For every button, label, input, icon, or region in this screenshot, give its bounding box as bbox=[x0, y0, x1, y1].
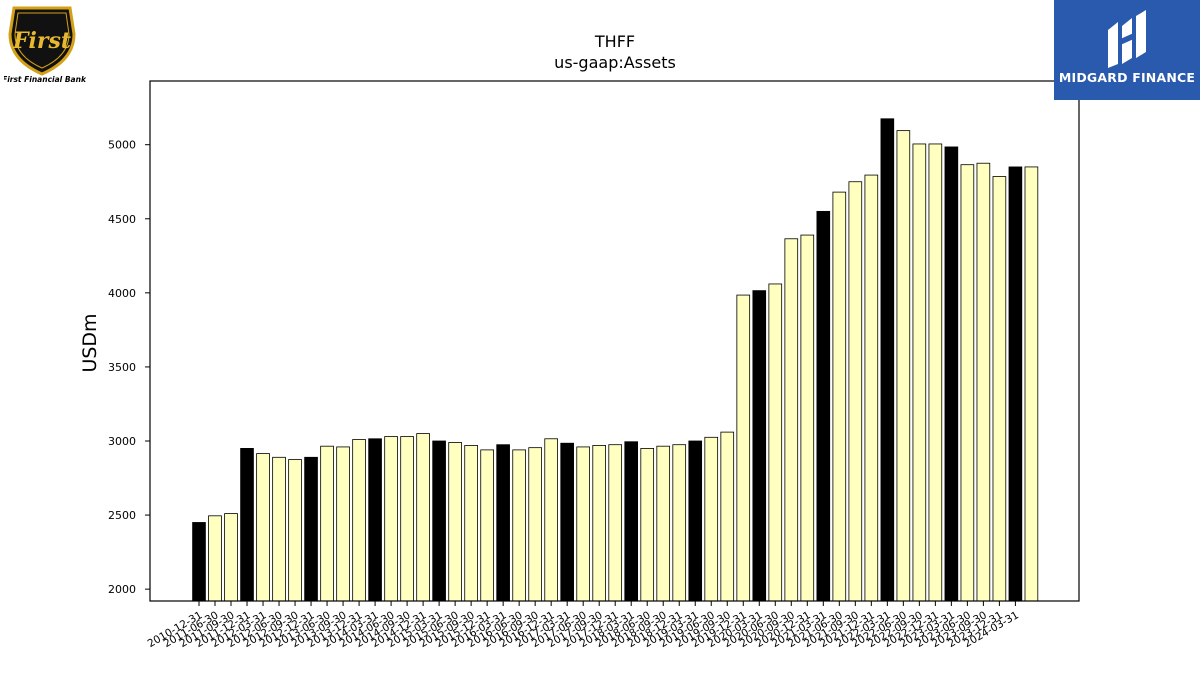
bar-2015-06-30 bbox=[448, 442, 462, 602]
y-tick-label: 5000 bbox=[108, 139, 136, 152]
bar-2014-12-31 bbox=[416, 433, 430, 602]
bar-2021-12-31 bbox=[864, 174, 879, 602]
bar-2022-06-30 bbox=[896, 130, 911, 602]
bar-2015-09-30 bbox=[464, 445, 478, 602]
y-tick-label: 4000 bbox=[108, 287, 136, 300]
plot-frame bbox=[149, 80, 1080, 602]
x-ticks-layer: 2010-12-312011-06-302011-09-302011-12-31… bbox=[146, 601, 1021, 650]
midgard-finance-logo: MIDGARD FINANCE bbox=[1054, 0, 1200, 100]
bar-2021-06-30 bbox=[832, 191, 847, 602]
bar-2011-12-31 bbox=[240, 448, 254, 602]
bar-2011-09-30 bbox=[224, 513, 238, 602]
bar-2024-03-31 bbox=[1008, 166, 1023, 602]
bar-2017-06-30 bbox=[576, 446, 590, 602]
y-tick-label: 2000 bbox=[108, 583, 136, 596]
bar-2020-12-31 bbox=[800, 234, 815, 602]
bar-2012-09-30 bbox=[288, 459, 302, 602]
bar-2023-12-31 bbox=[992, 176, 1007, 602]
bar-2021-03-31 bbox=[816, 210, 831, 602]
bar-2013-09-30 bbox=[336, 446, 350, 602]
bar-2014-03-31 bbox=[368, 438, 382, 602]
bar-2011-06-30 bbox=[208, 515, 222, 602]
midgard-brand-text: MIDGARD FINANCE bbox=[1058, 70, 1196, 85]
bar-2017-12-31 bbox=[608, 444, 623, 602]
bar-2022-09-30 bbox=[912, 143, 927, 602]
bar-2018-09-30 bbox=[656, 445, 671, 602]
bar-2017-03-31 bbox=[560, 442, 574, 602]
bar-2012-12-31 bbox=[304, 456, 318, 602]
bar-2018-12-31 bbox=[672, 444, 687, 602]
chart-title: THFF bbox=[594, 32, 635, 51]
first-brand-text: First bbox=[12, 28, 71, 54]
y-tick-label: 3000 bbox=[108, 435, 136, 448]
y-tick-label: 4500 bbox=[108, 213, 136, 226]
y-tick-label: 2500 bbox=[108, 509, 136, 522]
bar-2019-12-31 bbox=[736, 294, 751, 602]
chart-subtitle: us-gaap:Assets bbox=[554, 53, 676, 72]
bar-2023-09-30 bbox=[976, 162, 991, 602]
bar-2014-06-30 bbox=[384, 436, 398, 602]
bar-2019-03-31 bbox=[688, 440, 703, 602]
bar-2020-06-30 bbox=[768, 283, 783, 602]
bar-2012-03-31 bbox=[256, 453, 270, 602]
bar-2012-06-30 bbox=[272, 456, 286, 602]
bar-2021-09-30 bbox=[848, 181, 863, 602]
bar-2019-06-30 bbox=[704, 436, 719, 602]
bar-2010-12-31 bbox=[192, 522, 206, 602]
bar-2023-06-30 bbox=[960, 164, 975, 602]
bar-2019-09-30 bbox=[720, 431, 735, 602]
bar-2013-06-30 bbox=[320, 445, 334, 602]
bar-2018-06-30 bbox=[640, 448, 655, 602]
bar-2014-09-30 bbox=[400, 436, 414, 602]
y-ticks-layer: 2000 2500 3000 3500 4000 4500 5000 bbox=[108, 139, 150, 596]
y-tick-label: 3500 bbox=[108, 361, 136, 374]
first-financial-caption: First Financial Bank bbox=[4, 75, 86, 84]
bar-2016-12-31 bbox=[544, 438, 558, 602]
bar-2016-06-30 bbox=[512, 449, 526, 602]
bar-2022-12-31 bbox=[928, 143, 943, 602]
first-shield-icon: First First Financial Bank bbox=[2, 6, 87, 84]
bars-layer bbox=[192, 118, 1039, 602]
bar-2016-09-30 bbox=[528, 447, 542, 602]
bar-2018-03-31 bbox=[624, 441, 639, 602]
bar-2013-12-31 bbox=[352, 439, 366, 602]
bar-2015-12-31 bbox=[480, 449, 494, 602]
bar-extra-52 bbox=[1024, 166, 1039, 602]
bar-2023-03-31 bbox=[944, 146, 959, 602]
bar-2020-03-31 bbox=[752, 290, 767, 602]
bar-2017-09-30 bbox=[592, 445, 606, 602]
bar-2016-03-31 bbox=[496, 444, 510, 602]
bar-2015-03-31 bbox=[432, 440, 446, 602]
y-axis-label: USDm bbox=[79, 313, 101, 372]
bar-2022-03-31 bbox=[880, 118, 895, 602]
bar-2020-09-30 bbox=[784, 238, 799, 602]
first-financial-logo: First First Financial Bank bbox=[2, 4, 87, 86]
midgard-mark-icon bbox=[1108, 10, 1146, 68]
